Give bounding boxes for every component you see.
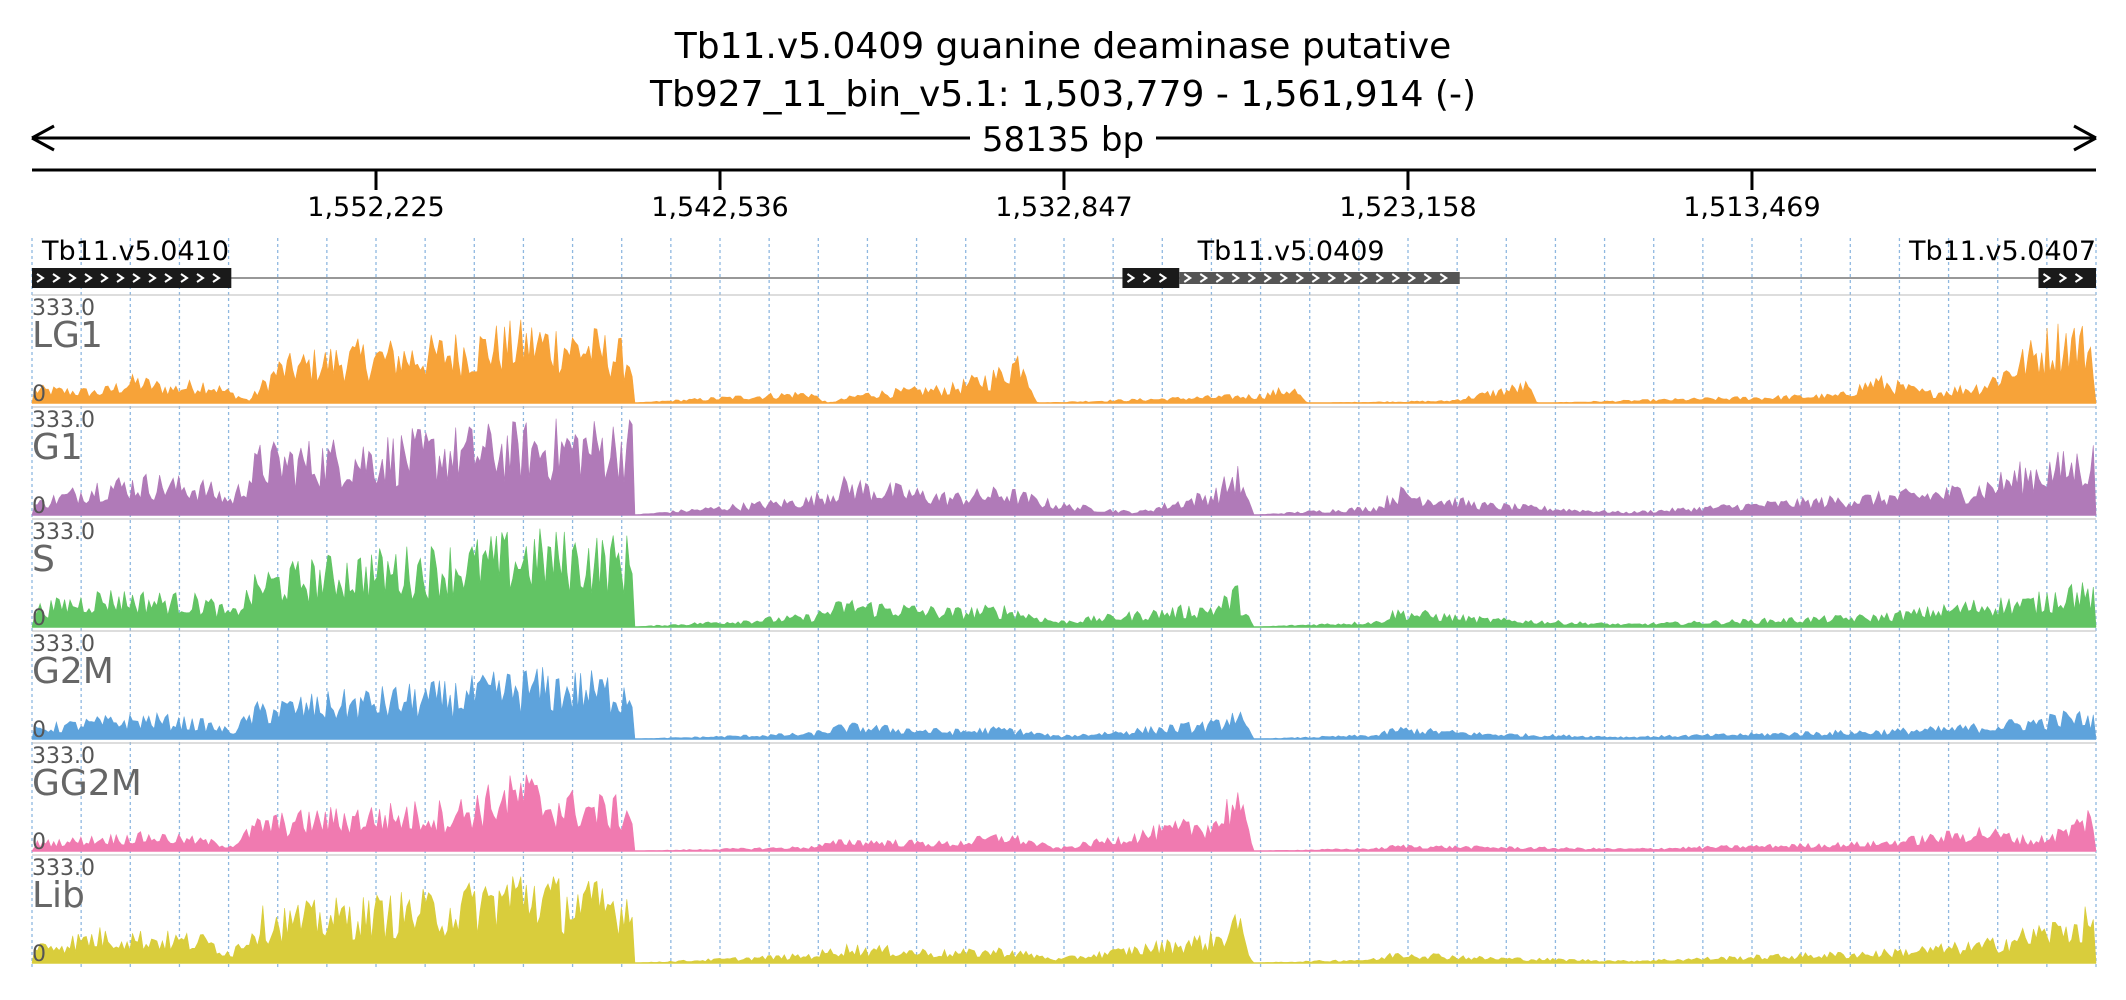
track-ymax-label: 333.0 xyxy=(32,408,95,433)
strand-chevron-icon xyxy=(1327,273,1337,283)
track-ymax-label: 333.0 xyxy=(32,632,95,657)
coverage-track-g1: 333.0G1 0 xyxy=(31,406,2097,519)
gene-model: Tb11.v5.0409 xyxy=(1122,236,1460,288)
figure-subtitle: Tb927_11_bin_v5.1: 1,503,779 - 1,561,914… xyxy=(649,74,1476,115)
coverage-track-s: 333.0S 0 xyxy=(31,518,2097,631)
strand-chevron-icon xyxy=(2042,273,2052,283)
strand-chevron-icon xyxy=(36,273,45,283)
track-ymin-label: 0 xyxy=(32,382,46,407)
strand-chevron-icon xyxy=(1279,273,1289,283)
span-label: 58135 bp xyxy=(982,120,1144,160)
strand-chevron-icon xyxy=(1247,273,1257,283)
strand-chevron-icon xyxy=(2074,273,2084,283)
strand-chevron-icon xyxy=(148,273,157,283)
strand-chevron-icon xyxy=(1423,273,1433,283)
strand-chevron-icon xyxy=(1183,273,1193,283)
strand-chevron-icon xyxy=(1215,273,1225,283)
strand-chevron-icon xyxy=(1407,273,1417,283)
span-indicator: 58135 bp xyxy=(31,120,2097,160)
gene-model: Tb11.v5.0410 xyxy=(32,236,232,288)
track-name-label: LG1 xyxy=(32,315,103,356)
strand-chevron-icon xyxy=(1199,273,1209,283)
track-name-label: GG2M xyxy=(32,763,142,804)
coverage-area xyxy=(31,667,2097,740)
strand-chevron-icon xyxy=(52,273,61,283)
strand-chevron-icon xyxy=(1375,273,1385,283)
strand-chevron-icon xyxy=(1439,273,1449,283)
coverage-area xyxy=(31,418,2097,516)
gene-label: Tb11.v5.0409 xyxy=(1197,236,1385,267)
track-ymin-label: 0 xyxy=(32,942,46,967)
strand-chevron-icon xyxy=(68,273,77,283)
strand-chevron-icon xyxy=(1142,273,1152,283)
gene-label: Tb11.v5.0407 xyxy=(1908,236,2096,267)
strand-chevron-icon xyxy=(2058,273,2068,283)
strand-chevron-icon xyxy=(1391,273,1401,283)
ruler-tick-label: 1,523,158 xyxy=(1339,192,1476,223)
strand-chevron-icon xyxy=(1343,273,1353,283)
figure-title: Tb11.v5.0409 guanine deaminase putative xyxy=(674,26,1452,67)
track-name-label: S xyxy=(32,539,55,580)
strand-chevron-icon xyxy=(1158,273,1168,283)
strand-chevron-icon xyxy=(1231,273,1241,283)
track-ymin-label: 0 xyxy=(32,718,46,743)
track-ymax-label: 333.0 xyxy=(32,856,95,881)
strand-chevron-icon xyxy=(1359,273,1369,283)
track-name-label: Lib xyxy=(32,875,85,916)
strand-chevron-icon xyxy=(1311,273,1321,283)
gene-exon-box xyxy=(32,268,232,288)
coverage-area xyxy=(31,774,2097,852)
track-ymin-label: 0 xyxy=(32,830,46,855)
track-name-label: G1 xyxy=(32,427,83,468)
coverage-area xyxy=(31,876,2097,964)
track-name-label: G2M xyxy=(32,651,114,692)
track-ymax-label: 333.0 xyxy=(32,296,95,321)
coverage-area xyxy=(31,528,2097,628)
span-arrow-right-icon xyxy=(2073,124,2097,152)
track-ymax-label: 333.0 xyxy=(32,520,95,545)
ruler-tick-label: 1,532,847 xyxy=(995,192,1132,223)
strand-chevron-icon xyxy=(180,273,189,283)
coverage-tracks: 333.0LG10333.0G10333.0S0333.0G2M0333.0GG… xyxy=(31,294,2097,967)
track-ymin-label: 0 xyxy=(32,494,46,519)
span-arrow-left-icon xyxy=(31,124,55,152)
ruler-tick-label: 1,513,469 xyxy=(1683,192,1820,223)
strand-chevron-icon xyxy=(100,273,109,283)
strand-chevron-icon xyxy=(132,273,141,283)
strand-chevron-icon xyxy=(116,273,125,283)
strand-chevron-icon xyxy=(196,273,205,283)
track-ymin-label: 0 xyxy=(32,606,46,631)
strand-chevron-icon xyxy=(1263,273,1273,283)
ruler-tick-label: 1,552,225 xyxy=(307,192,444,223)
gene-label: Tb11.v5.0410 xyxy=(41,236,229,267)
ruler-tick-label: 1,542,536 xyxy=(651,192,788,223)
strand-chevron-icon xyxy=(84,273,93,283)
gene-model: Tb11.v5.0407 xyxy=(1908,236,2096,288)
strand-chevron-icon xyxy=(1295,273,1305,283)
ruler-ticks: 1,552,225 1,542,536 1,532,847 1,523,158 1,51… xyxy=(307,170,1821,223)
strand-chevron-icon xyxy=(212,273,221,283)
strand-chevron-icon xyxy=(164,273,173,283)
gene-track: Tb11.v5.0410 Tb11.v5.0409 Tb11.v5.0407 xyxy=(32,236,2096,288)
strand-chevron-icon xyxy=(1126,273,1136,283)
track-ymax-label: 333.0 xyxy=(32,744,95,769)
